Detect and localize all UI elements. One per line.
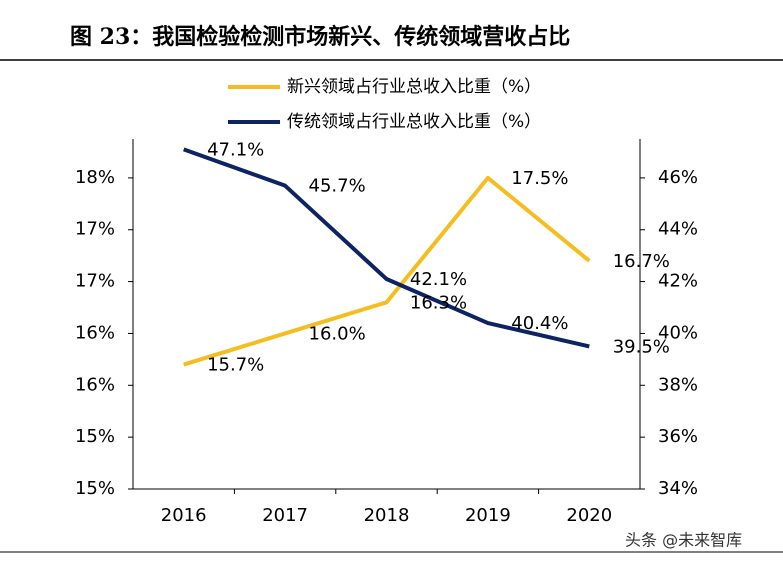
y2-tick-label: 38% [658,374,698,395]
y-tick-label: 17% [75,271,115,292]
data-label: 39.5% [613,336,670,357]
data-label: 16.7% [613,251,670,272]
watermark: 头条 @未来智库 [625,531,742,550]
x-tick-label: 2016 [161,505,207,526]
chart-title: 图 23：我国检验检测市场新兴、传统领域营收占比 [70,24,570,50]
x-tick-label: 2020 [566,505,612,526]
data-label: 15.7% [207,355,264,376]
y-tick-label: 16% [75,322,115,343]
data-label: 40.4% [511,313,568,334]
x-tick-label: 2018 [364,505,410,526]
y2-tick-label: 42% [658,271,698,292]
series-line [183,147,590,349]
legend-label: 新兴领域占行业总收入比重（%） [287,77,541,97]
data-label: 17.5% [511,168,568,189]
x-tick-label: 2019 [465,505,511,526]
data-label: 45.7% [309,176,366,197]
y-tick-label: 17% [75,219,115,240]
data-label: 42.1% [410,269,467,290]
x-tick-label: 2017 [262,505,308,526]
data-label: 47.1% [207,139,264,160]
data-label: 16.3% [410,292,467,313]
y2-tick-label: 34% [658,478,698,499]
y-tick-label: 18% [75,167,115,188]
y2-tick-label: 40% [658,322,698,343]
y2-tick-label: 46% [658,167,698,188]
series-line [183,175,591,367]
y-tick-label: 15% [75,478,115,499]
y2-tick-label: 44% [658,219,698,240]
data-label: 16.0% [309,323,366,344]
y2-tick-label: 36% [658,426,698,447]
legend-label: 传统领域占行业总收入比重（%） [287,112,541,132]
y-tick-label: 15% [75,426,115,447]
y-tick-label: 16% [75,374,115,395]
